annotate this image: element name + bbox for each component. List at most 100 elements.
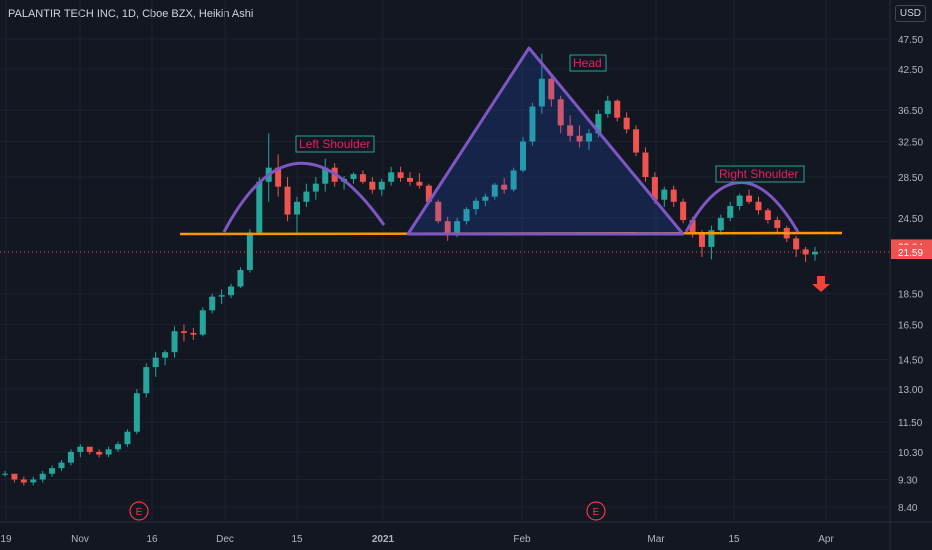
candle — [218, 289, 225, 305]
candle-body — [218, 295, 225, 297]
y-tick-label: 47.50 — [898, 35, 923, 46]
candle-body — [322, 167, 329, 184]
candle — [2, 470, 8, 477]
y-tick-label: 28.50 — [898, 173, 923, 184]
candle-body — [105, 449, 112, 455]
label-box — [569, 54, 607, 72]
candle-body — [199, 310, 206, 335]
candle-body — [209, 296, 216, 311]
candle-body — [369, 181, 376, 190]
candle-body — [303, 191, 310, 202]
candles — [2, 53, 818, 486]
candle-body — [143, 367, 150, 394]
x-tick-label: 16 — [146, 534, 158, 545]
candle — [670, 185, 677, 208]
candle-body — [576, 135, 583, 142]
candle — [115, 441, 122, 452]
candle-body — [585, 133, 592, 142]
candle — [802, 246, 809, 263]
y-tick-label: 36.50 — [898, 106, 923, 117]
y-tick-label: 13.00 — [898, 385, 923, 396]
candle — [501, 177, 508, 194]
candle-body — [152, 357, 159, 368]
candle-body — [444, 221, 451, 233]
chart-title: PALANTIR TECH INC, 1D, Cboe BZX, Heikin … — [8, 8, 254, 20]
candle-body — [614, 100, 621, 118]
candle — [359, 170, 366, 184]
candle-body — [501, 184, 508, 190]
candle — [180, 324, 187, 342]
left-shoulder-arc — [222, 161, 386, 233]
event-marker-text: E — [593, 507, 600, 518]
candle-body — [58, 462, 65, 469]
y-tick-label: 32.50 — [898, 138, 923, 149]
candle-body — [39, 473, 46, 480]
candle-body — [350, 174, 357, 179]
candle — [190, 327, 197, 340]
candle-body — [397, 172, 404, 178]
head-triangle — [406, 46, 685, 236]
candle — [604, 95, 611, 118]
candle-body — [548, 78, 555, 100]
candle-body — [529, 106, 536, 142]
candle — [482, 193, 489, 206]
candle-body — [190, 332, 197, 335]
candle — [171, 326, 178, 358]
candle-body — [642, 152, 649, 177]
candle-body — [11, 473, 18, 480]
candle-body — [520, 141, 527, 171]
candle-body — [256, 181, 263, 233]
right-shoulder-arc — [684, 181, 800, 233]
currency-button[interactable]: USD — [894, 5, 926, 22]
candle-body — [77, 446, 84, 452]
pattern-labels: Left Shoulder Head Right Shoulder E E — [129, 54, 805, 521]
candle — [576, 125, 583, 148]
candle-body — [802, 249, 809, 255]
x-tick-label: 19 — [0, 534, 12, 545]
pattern-label: Left Shoulder — [295, 135, 375, 153]
candle — [548, 75, 555, 107]
candle — [133, 389, 140, 435]
candle-body — [812, 251, 818, 255]
candle — [303, 183, 310, 208]
candle — [152, 352, 159, 377]
candle — [727, 201, 734, 222]
candle — [585, 129, 592, 150]
candle-body — [86, 446, 93, 452]
candle-body — [284, 186, 291, 215]
candle — [491, 182, 498, 200]
candle-body — [633, 129, 640, 153]
candle-body — [378, 181, 385, 190]
candle — [416, 173, 423, 189]
earnings-event-marker[interactable]: E — [129, 501, 149, 521]
candle — [444, 216, 451, 241]
candle-body — [388, 172, 395, 182]
x-tick-label: Feb — [513, 534, 531, 545]
candle — [812, 246, 818, 261]
candle-body — [736, 195, 743, 206]
badge-text: 21.59 — [898, 248, 923, 259]
candle — [369, 176, 376, 194]
label-text: Left Shoulder — [299, 137, 370, 151]
y-tick-label: 42.50 — [898, 65, 923, 76]
y-tick-label: 8.40 — [898, 503, 918, 514]
candle — [661, 186, 668, 208]
candle-body — [463, 209, 470, 222]
candle — [680, 198, 687, 224]
candle-body — [698, 233, 705, 247]
candle — [746, 189, 753, 204]
candle — [520, 137, 527, 173]
candle — [293, 196, 300, 233]
y-tick-label: 9.30 — [898, 476, 918, 487]
candle — [407, 172, 413, 186]
candle — [397, 166, 404, 182]
candle-body — [472, 200, 479, 210]
candle — [388, 166, 395, 186]
candle-body — [124, 431, 131, 445]
earnings-event-marker[interactable]: E — [586, 501, 606, 521]
candle-body — [793, 238, 800, 250]
x-tick-label: Mar — [647, 534, 665, 545]
candle-body — [133, 393, 140, 432]
candle-body — [20, 479, 27, 483]
